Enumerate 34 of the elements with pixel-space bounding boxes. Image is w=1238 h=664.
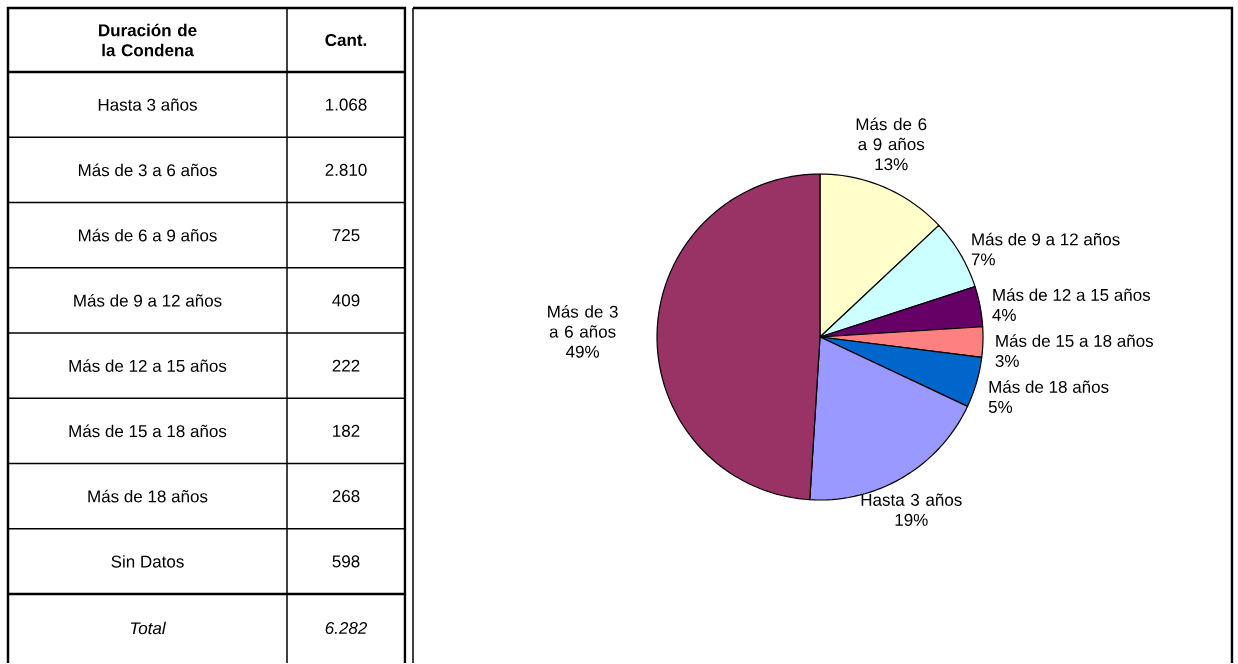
data-label: 7% [971,253,995,266]
data-label: 13% [875,158,908,171]
category-label: Más de 3 a 6 años [78,163,217,177]
text: Duración de la Condena [99,23,197,57]
slice-label: Más de 15 a 18 años [996,334,1154,347]
category-label: Más de 18 años [88,489,208,503]
slice-label: Más de 3 a 6 años [548,305,618,338]
data-label: 598 [332,555,360,568]
data-label: 2.810 [325,163,367,176]
category-label: Sin Datos [111,555,184,568]
data-label: 1.068 [326,98,367,111]
category-label: Más de 6 a 9 años [78,228,217,242]
data-label: 3% [995,354,1019,367]
slice-label: Más de 6 a 9 años [856,117,927,151]
data-label: 19% [895,513,928,526]
data-label: 182 [333,424,360,437]
data-label: 409 [332,294,360,307]
category-label: Hasta 3 años [98,98,197,111]
text: 6.282 [325,621,368,635]
text: Total [130,621,167,635]
data-label: 49% [565,345,599,358]
data-label: 5% [988,401,1013,413]
category-label: Más de 9 a 12 años [74,294,222,307]
category-label: Más de 15 a 18 años [69,424,227,438]
slice-label: Más de 9 a 12 años [972,232,1120,246]
slice-label: Más de 12 a 15 años [993,288,1151,301]
data-label: 222 [332,359,360,372]
text: Cant. [325,33,367,47]
slice-label: Más de 18 años [989,380,1109,393]
category-label: Más de 12 a 15 años [69,359,227,372]
slice-label: Hasta 3 años [861,493,962,506]
data-label: 4% [992,309,1016,321]
data-label: 268 [332,490,360,503]
data-label: 725 [332,229,360,242]
